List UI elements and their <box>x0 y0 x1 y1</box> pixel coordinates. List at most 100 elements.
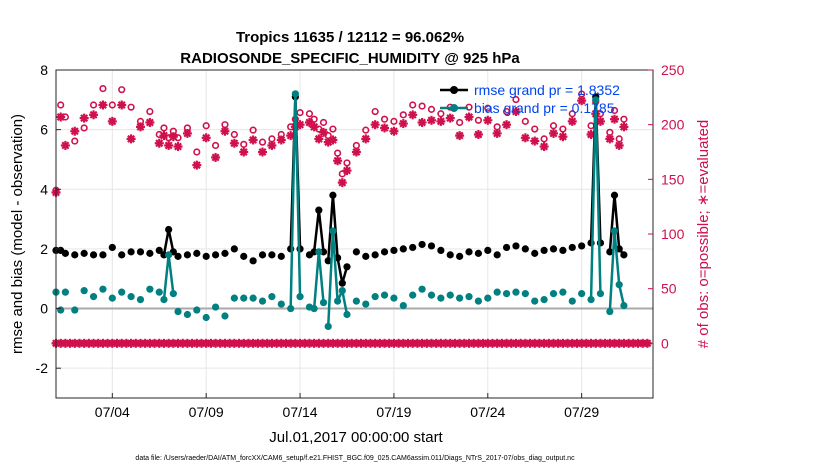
rmse-point <box>493 251 501 259</box>
bias-point <box>549 290 558 298</box>
bias-point <box>221 312 229 320</box>
rmse-point <box>606 248 614 256</box>
rmse-point <box>146 249 154 257</box>
bias-point <box>371 293 379 301</box>
rmse-point <box>484 246 492 254</box>
obs-evaluated-stroke <box>643 339 652 348</box>
obs-evaluated-point <box>398 119 408 129</box>
obs-evaluated-stroke <box>145 118 154 127</box>
rmse-point <box>80 249 88 257</box>
bias-point <box>380 291 389 299</box>
bias-point <box>334 297 342 305</box>
legend-rmse-marker <box>450 86 458 94</box>
obs-evaluated-stroke <box>239 148 248 156</box>
obs-evaluated-point <box>342 166 352 176</box>
obs-evaluated-stroke <box>249 136 258 144</box>
obs-evaluated-stroke <box>483 116 492 125</box>
obs-evaluated-stroke <box>70 127 79 136</box>
bias-point <box>315 248 323 256</box>
obs-evaluated-stroke <box>258 148 267 156</box>
obs-evaluated-stroke <box>549 129 558 138</box>
bias-point <box>606 307 614 316</box>
obs-possible-point <box>610 106 619 115</box>
x-tick-label: 07/14 <box>283 404 318 420</box>
obs-evaluated-point <box>117 100 127 110</box>
obs-evaluated-point <box>79 113 89 123</box>
obs-evaluated-stroke <box>230 139 239 148</box>
obs-possible-point <box>108 101 116 109</box>
obs-evaluated-point <box>126 134 136 144</box>
obs-possible-point <box>456 118 464 127</box>
bias-point <box>287 304 295 313</box>
y2-tick-label: 200 <box>661 117 685 133</box>
obs-possible-point <box>390 117 398 125</box>
obs-evaluated-point <box>426 115 436 125</box>
rmse-point <box>446 251 454 259</box>
y2-tick-label: 150 <box>661 171 685 187</box>
bias-line-segment <box>608 229 626 312</box>
rmse-point <box>136 248 145 256</box>
obs-possible-point <box>399 111 407 119</box>
obs-evaluated-stroke <box>343 166 351 175</box>
obs-evaluated-stroke <box>202 133 211 142</box>
obs-evaluated-point <box>89 110 99 120</box>
obs-evaluated-point <box>614 140 624 150</box>
obs-evaluated-stroke <box>540 142 549 151</box>
obs-possible-point <box>418 102 426 110</box>
obs-evaluated-point <box>107 116 117 126</box>
bias-point <box>193 306 201 314</box>
obs-evaluated-point <box>380 123 390 133</box>
y2-tick-label: 0 <box>661 335 669 351</box>
bias-point <box>80 287 88 295</box>
rmse-point <box>277 252 285 260</box>
bias-point <box>531 297 539 305</box>
obs-evaluated-stroke <box>596 117 605 126</box>
obs-evaluated-stroke <box>619 122 628 131</box>
rmse-point <box>71 251 79 259</box>
obs-possible-point <box>296 109 304 117</box>
obs-possible-point <box>549 122 558 130</box>
obs-evaluated-point <box>276 135 286 145</box>
bias-point <box>493 288 501 296</box>
legend-bias-marker <box>450 104 458 112</box>
obs-possible-point <box>531 125 539 133</box>
obs-possible-point <box>437 110 445 118</box>
rmse-point <box>362 252 370 260</box>
obs-evaluated-point <box>333 156 343 166</box>
bias-point <box>118 288 126 296</box>
obs-evaluated-stroke <box>530 137 539 146</box>
x-tick-label: 07/19 <box>376 404 411 420</box>
bias-point <box>296 293 304 301</box>
obs-evaluated-point <box>239 147 249 157</box>
obs-evaluated-stroke <box>408 110 417 119</box>
rmse-point <box>155 246 163 254</box>
chart-title: Tropics 11635 / 12112 = 96.062% <box>236 29 464 46</box>
obs-possible-point <box>371 107 379 116</box>
bias-point <box>587 296 595 304</box>
obs-evaluated-stroke <box>446 114 455 123</box>
obs-evaluated-stroke <box>319 128 328 137</box>
bias-point <box>399 301 407 310</box>
obs-evaluated-stroke <box>221 127 229 136</box>
rmse-point <box>221 249 229 257</box>
rmse-point <box>324 257 332 265</box>
obs-evaluated-point <box>473 130 483 140</box>
bias-point <box>620 301 628 310</box>
obs-possible-point <box>502 107 511 116</box>
bias-point <box>484 294 492 302</box>
bias-point <box>268 293 276 301</box>
obs-evaluated-point <box>328 135 338 145</box>
obs-evaluated-stroke <box>183 129 192 138</box>
obs-evaluated-stroke <box>305 118 314 127</box>
obs-possible-point <box>118 86 126 94</box>
obs-evaluated-stroke <box>296 120 305 129</box>
obs-possible-point <box>230 130 238 139</box>
obs-evaluated-stroke <box>587 130 596 139</box>
obs-possible-point <box>146 107 154 116</box>
rmse-point <box>465 248 473 256</box>
bias-point <box>568 297 576 305</box>
obs-evaluated-stroke <box>328 136 337 144</box>
obs-evaluated-point <box>159 131 169 141</box>
rmse-point <box>315 206 323 214</box>
